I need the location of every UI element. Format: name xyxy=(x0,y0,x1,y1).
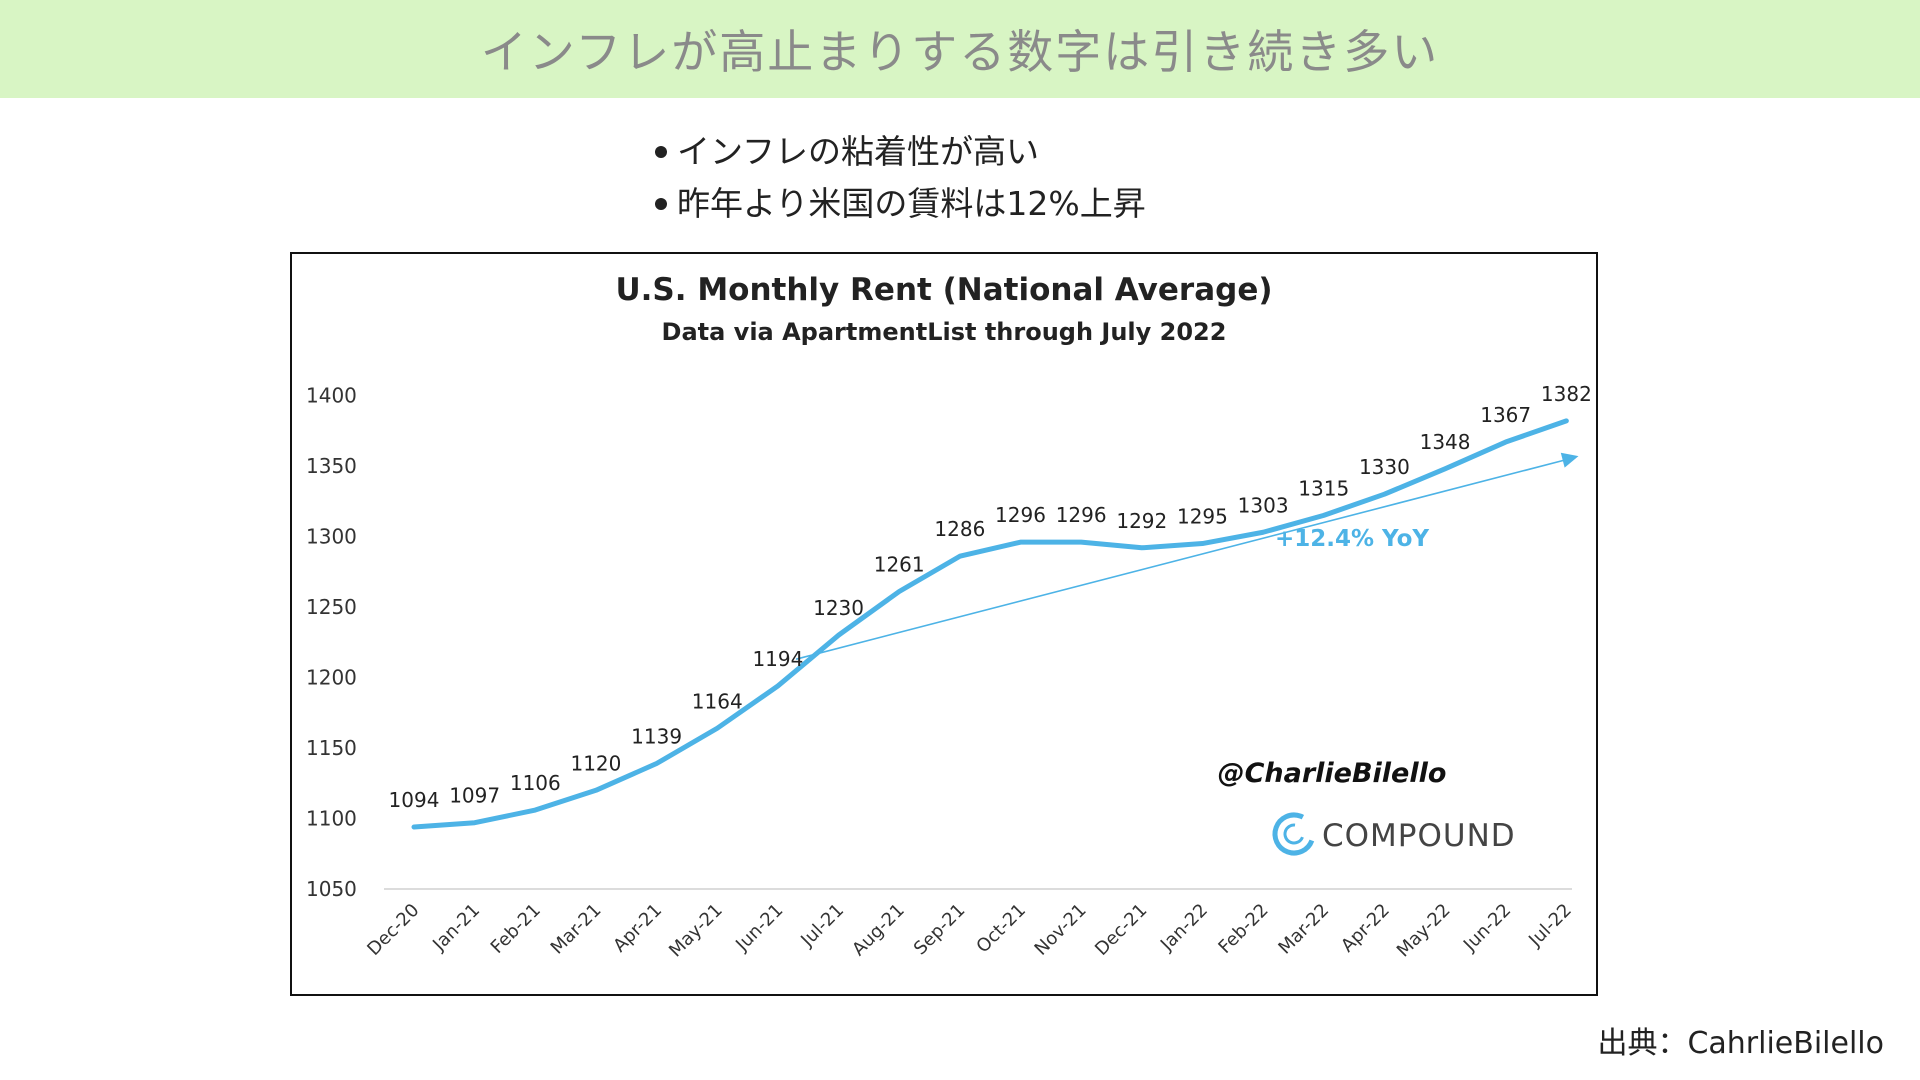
data-label: 1194 xyxy=(752,647,803,671)
x-tick-label: Aug-21 xyxy=(848,900,908,960)
x-tick-label: Nov-21 xyxy=(1031,900,1091,960)
y-tick-label: 1300 xyxy=(306,525,357,549)
x-tick-label: Mar-21 xyxy=(547,900,606,959)
data-label: 1230 xyxy=(813,596,864,620)
brand-name: COMPOUND xyxy=(1322,818,1516,854)
x-tick-label: Feb-21 xyxy=(487,900,545,958)
x-tick-label: Dec-20 xyxy=(363,900,423,960)
data-label: 1164 xyxy=(692,689,743,713)
data-label: 1315 xyxy=(1298,476,1349,500)
x-tick-label: Oct-21 xyxy=(972,900,1030,958)
data-label: 1295 xyxy=(1177,505,1228,529)
data-label: 1120 xyxy=(570,751,621,775)
trend-arrowhead-icon xyxy=(1560,452,1579,468)
y-tick-label: 1200 xyxy=(306,666,357,690)
slide-title: インフレが高止まりする数字は引き続き多い xyxy=(480,25,1440,79)
bullet-text: 昨年より米国の賃料は12%上昇 xyxy=(677,184,1146,223)
data-label: 1094 xyxy=(389,788,440,812)
x-tick-label: Jun-21 xyxy=(731,900,787,956)
bullet-item: インフレの粘着性が高い xyxy=(655,126,1146,178)
x-tick-label: Apr-22 xyxy=(1337,900,1394,957)
y-tick-label: 1050 xyxy=(306,877,357,901)
x-tick-label: Jul-22 xyxy=(1524,900,1576,952)
y-tick-label: 1400 xyxy=(306,384,357,408)
data-label: 1296 xyxy=(1056,503,1107,527)
x-tick-label: Feb-22 xyxy=(1214,900,1272,958)
bullet-dot-icon xyxy=(655,146,667,158)
x-tick-label: May-21 xyxy=(665,900,727,962)
x-tick-label: Mar-22 xyxy=(1274,900,1333,959)
x-tick-label: Jan-22 xyxy=(1156,900,1212,956)
y-tick-label: 1350 xyxy=(306,454,357,478)
data-label: 1303 xyxy=(1238,493,1289,517)
data-label: 1292 xyxy=(1116,509,1167,533)
data-label: 1367 xyxy=(1480,403,1531,427)
title-banner: インフレが高止まりする数字は引き続き多い xyxy=(0,0,1920,98)
y-tick-label: 1250 xyxy=(306,595,357,619)
x-tick-label: Jul-21 xyxy=(796,900,848,952)
trend-line xyxy=(795,459,1565,660)
chart-title: U.S. Monthly Rent (National Average) xyxy=(615,272,1272,308)
bullet-text: インフレの粘着性が高い xyxy=(677,132,1040,171)
x-tick-label: Sep-21 xyxy=(910,900,970,960)
data-label: 1330 xyxy=(1359,455,1410,479)
yoy-annotation: +12.4% YoY xyxy=(1275,526,1429,552)
x-tick-label: Apr-21 xyxy=(609,900,666,957)
y-tick-label: 1100 xyxy=(306,807,357,831)
data-label: 1382 xyxy=(1541,382,1592,406)
data-label: 1261 xyxy=(874,552,925,576)
data-label: 1286 xyxy=(934,517,985,541)
bullet-item: 昨年より米国の賃料は12%上昇 xyxy=(655,178,1146,230)
x-tick-label: Jan-21 xyxy=(428,900,484,956)
x-tick-label: Jun-22 xyxy=(1459,900,1515,956)
compound-logo-inner-icon xyxy=(1283,823,1305,845)
chart-canvas: U.S. Monthly Rent (National Average) Data… xyxy=(306,272,1592,962)
y-tick-label: 1150 xyxy=(306,736,357,760)
bullet-dot-icon xyxy=(655,198,667,210)
source-credit: 出典：CahrlieBilello xyxy=(1597,1026,1884,1061)
series-line xyxy=(411,418,1569,830)
data-label: 1097 xyxy=(449,784,500,808)
bullet-list: インフレの粘着性が高い 昨年より米国の賃料は12%上昇 xyxy=(655,126,1146,230)
data-label: 1139 xyxy=(631,725,682,749)
x-tick-label: May-22 xyxy=(1393,900,1455,962)
data-label: 1348 xyxy=(1420,430,1471,454)
data-label: 1106 xyxy=(510,771,561,795)
x-tick-label: Dec-21 xyxy=(1091,900,1151,960)
compound-logo-icon xyxy=(1272,812,1316,856)
rent-chart: U.S. Monthly Rent (National Average) Data… xyxy=(290,252,1598,996)
watermark-handle: @CharlieBilello xyxy=(1218,758,1447,789)
chart-subtitle: Data via ApartmentList through July 2022 xyxy=(662,318,1227,346)
data-label: 1296 xyxy=(995,503,1046,527)
